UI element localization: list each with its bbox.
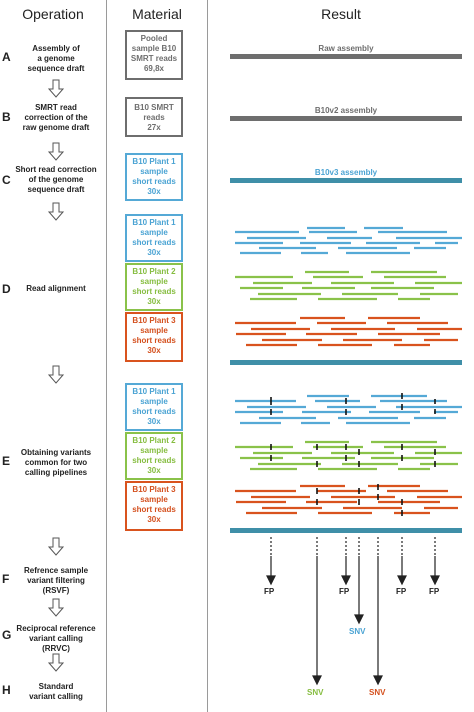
plant1-variant-marks — [270, 393, 436, 415]
b10v3-assembly-label: B10v3 assembly — [314, 168, 378, 177]
step-letter-g: G — [2, 628, 12, 642]
column-divider-1 — [106, 0, 107, 712]
step-text-d: Read alignment — [26, 284, 86, 293]
down-arrow-icon — [47, 598, 65, 617]
step-text-h: Standard variant calling — [29, 682, 83, 701]
step-text-c: Short read correction of the genome sequ… — [15, 165, 97, 194]
step-text-g: Reciprocal reference variant calling (RR… — [16, 624, 96, 653]
material-plant1-d: B10 Plant 1 sample short reads 30x — [125, 214, 183, 262]
reference-bar-e — [230, 528, 462, 533]
material-plant2-d: B10 Plant 2 sample short reads 30x — [125, 263, 183, 311]
variant-drop-lines — [270, 537, 436, 556]
reference-bar-d — [230, 360, 462, 365]
b10v2-assembly-label: B10v2 assembly — [314, 106, 378, 115]
header-result: Result — [321, 6, 361, 22]
step-letter-a: A — [2, 50, 11, 64]
raw-assembly-label: Raw assembly — [318, 44, 374, 53]
material-plant3-e: B10 Plant 3 sample short reads 30x — [125, 481, 183, 531]
b10v2-assembly-bar — [230, 116, 462, 121]
result-arrows — [266, 556, 440, 686]
down-arrow-icon — [47, 142, 65, 161]
step-letter-d: D — [2, 282, 11, 296]
step-letter-f: F — [2, 572, 10, 586]
step-letter-b: B — [2, 110, 11, 124]
step-text-e: Obtaining variants common for two callin… — [20, 448, 92, 477]
raw-assembly-bar — [230, 54, 462, 59]
snv-label-blue: SNV — [349, 627, 366, 636]
snv-label-green: SNV — [307, 688, 324, 697]
step-text-f: Refrence sample variant filtering (RSVF) — [23, 566, 89, 595]
material-plant1-c: B10 Plant 1 sample short reads 30x — [125, 153, 183, 201]
material-b10-smrt: B10 SMRT reads 27x — [125, 97, 183, 137]
column-divider-2 — [207, 0, 208, 712]
plant1-reads-e — [235, 394, 462, 425]
plant2-reads-d — [235, 270, 462, 301]
fp-label-4: FP — [429, 587, 440, 596]
material-plant1-e: B10 Plant 1 sample short reads 30x — [125, 383, 183, 431]
step-letter-c: C — [2, 173, 11, 187]
step-text-a: Assembly of a genome sequence draft — [27, 44, 85, 73]
down-arrow-icon — [47, 537, 65, 556]
fp-label-2: FP — [339, 587, 350, 596]
header-operation: Operation — [22, 6, 84, 22]
plant3-variant-marks — [316, 484, 403, 516]
material-plant2-e: B10 Plant 2 sample short reads 30x — [125, 432, 183, 480]
plant3-reads-e — [235, 484, 462, 515]
material-pooled-smrt: Pooled sample B10 SMRT reads 69,8x — [125, 30, 183, 80]
fp-label-3: FP — [396, 587, 407, 596]
down-arrow-icon — [47, 653, 65, 672]
plant3-reads-d — [235, 316, 462, 347]
down-arrow-icon — [47, 202, 65, 221]
down-arrow-icon — [47, 79, 65, 98]
plant2-variant-marks — [270, 444, 436, 467]
snv-label-orange: SNV — [369, 688, 386, 697]
plant2-reads-e — [235, 440, 462, 471]
plant1-reads-d — [235, 226, 462, 255]
fp-label-1: FP — [264, 587, 275, 596]
material-plant3-d: B10 Plant 3 sample short reads 30x — [125, 312, 183, 362]
header-material: Material — [132, 6, 182, 22]
step-letter-h: H — [2, 683, 11, 697]
down-arrow-icon — [47, 365, 65, 384]
step-text-b: SMRT read correction of the raw genome d… — [22, 103, 90, 132]
step-letter-e: E — [2, 454, 11, 468]
b10v3-assembly-bar — [230, 178, 462, 183]
